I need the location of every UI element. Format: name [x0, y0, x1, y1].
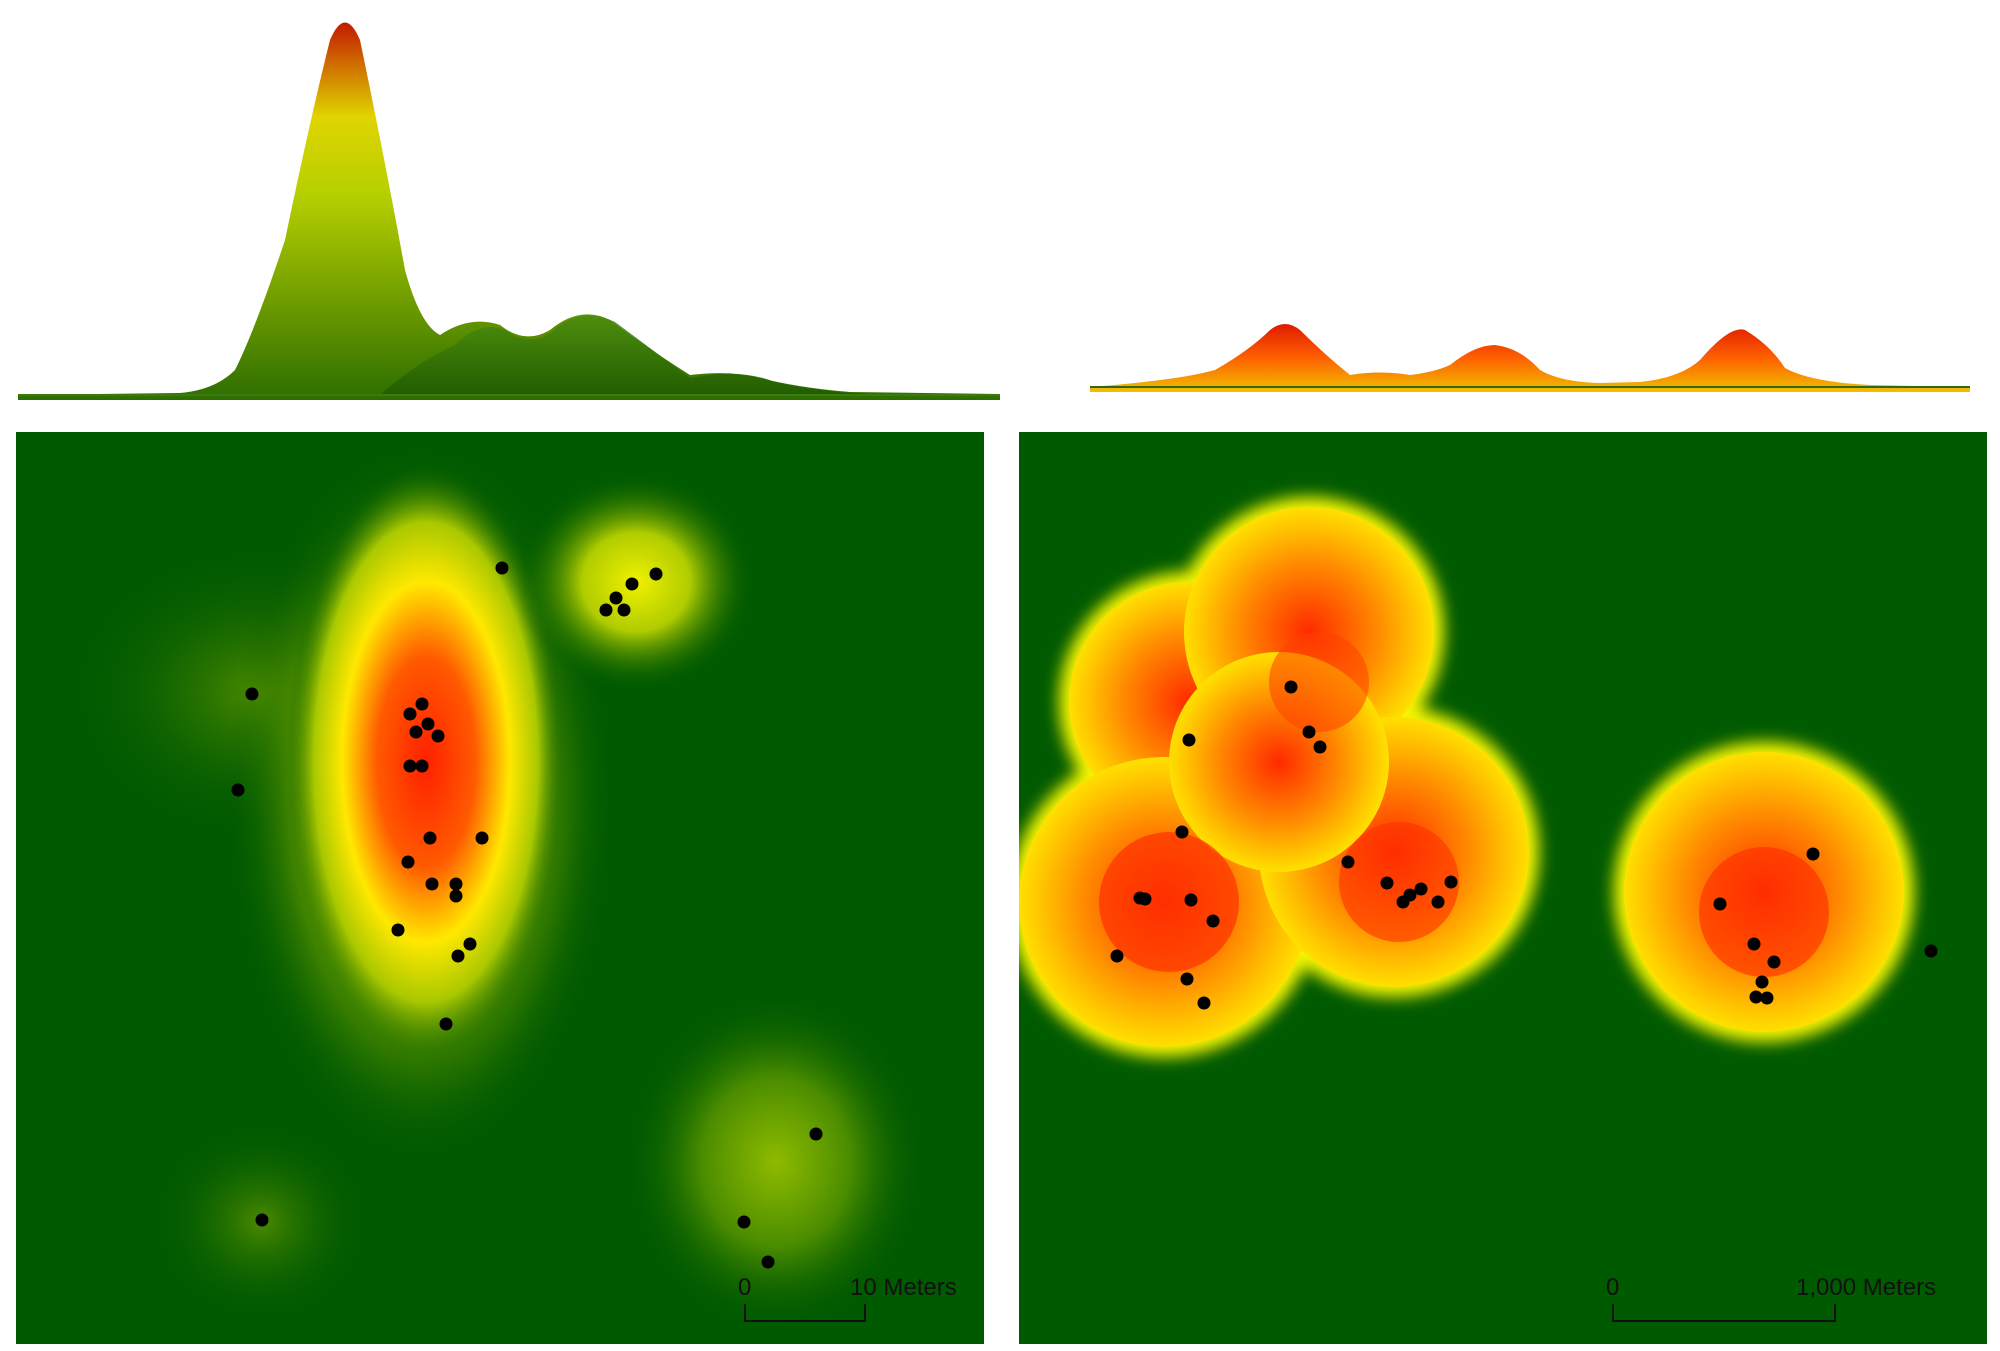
- left-map-point: [451, 949, 465, 963]
- scale-bar-left-end: 10 Meters: [850, 1274, 957, 1301]
- right-map-point: [1341, 855, 1355, 869]
- scale-bar-right-end: 1,000 Meters: [1796, 1274, 1937, 1301]
- right-map-point: [1396, 895, 1410, 909]
- right-map-point: [1284, 680, 1298, 694]
- left-map-point: [421, 717, 435, 731]
- left-map-point: [439, 1017, 453, 1031]
- left-map-point: [737, 1215, 751, 1229]
- left-map-point: [245, 687, 259, 701]
- left-map-point: [495, 561, 509, 575]
- left-map-point: [255, 1213, 269, 1227]
- right-map-point: [1180, 972, 1194, 986]
- left-map-point: [231, 783, 245, 797]
- left-map-point: [403, 759, 417, 773]
- profile-right-surface: [1090, 324, 1970, 392]
- profile-left-graphic: [18, 22, 1000, 400]
- right-map-point: [1197, 996, 1211, 1010]
- right-map-point: [1184, 893, 1198, 907]
- left-map-point: [649, 567, 663, 581]
- right-map-point: [1380, 876, 1394, 890]
- hotspot-left-southeast: [626, 992, 926, 1332]
- left-map-point: [617, 603, 631, 617]
- scale-bar-right-start: 0: [1606, 1274, 1620, 1301]
- right-map-point: [1444, 875, 1458, 889]
- right-map-point: [1302, 725, 1316, 739]
- right-map-point: [1713, 897, 1727, 911]
- right-map-point: [1206, 914, 1220, 928]
- right-map-point: [1760, 991, 1774, 1005]
- scale-bar-right: 0 1,000 Meters: [1606, 1274, 1946, 1334]
- left-map-point: [409, 725, 423, 739]
- right-map-point: [1806, 847, 1820, 861]
- density-profile-right: [1080, 0, 2000, 420]
- profile-left-lower-ridges: [380, 315, 870, 395]
- density-profile-left: [0, 0, 1000, 420]
- left-map-point: [449, 877, 463, 891]
- right-map-point: [1755, 975, 1769, 989]
- left-map-point: [625, 577, 639, 591]
- left-map-point: [403, 707, 417, 721]
- cluster-right-west: [1019, 507, 1529, 1047]
- right-map-point: [1924, 944, 1938, 958]
- left-map-point: [475, 831, 489, 845]
- left-map-point: [425, 877, 439, 891]
- density-map-left: [16, 432, 984, 1344]
- left-map-point: [391, 923, 405, 937]
- left-map-point: [423, 831, 437, 845]
- scale-bar-left: 0 10 Meters: [738, 1274, 968, 1334]
- left-map-point: [599, 603, 613, 617]
- left-map-point: [415, 697, 429, 711]
- right-map-point: [1749, 990, 1763, 1004]
- density-map-right: [1019, 432, 1987, 1344]
- right-map-point: [1414, 882, 1428, 896]
- cluster-right-east: [1624, 752, 1904, 1032]
- scale-bar-left-line: [744, 1304, 866, 1322]
- right-map-point: [1138, 892, 1152, 906]
- left-map-point: [401, 855, 415, 869]
- left-map-point: [463, 937, 477, 951]
- right-map-point: [1313, 740, 1327, 754]
- right-map-point: [1110, 949, 1124, 963]
- right-map-point: [1767, 955, 1781, 969]
- left-map-point: [415, 759, 429, 773]
- point-layer-right: [1110, 680, 1938, 1010]
- scale-bar-left-start: 0: [738, 1274, 752, 1301]
- right-map-point: [1182, 733, 1196, 747]
- map-right-graphic: [1019, 497, 1938, 1057]
- left-map-point: [609, 591, 623, 605]
- left-map-point: [761, 1255, 775, 1269]
- profile-left-surface: [18, 22, 1000, 400]
- map-left-graphic: [66, 442, 926, 1332]
- right-map-point: [1747, 937, 1761, 951]
- left-map-point: [431, 729, 445, 743]
- point-layer-left: [231, 561, 823, 1269]
- right-map-point: [1175, 825, 1189, 839]
- scale-bar-right-line: [1612, 1304, 1836, 1322]
- right-map-point: [1431, 895, 1445, 909]
- left-map-point: [449, 889, 463, 903]
- profile-right-graphic: [1090, 324, 1970, 392]
- left-map-point: [809, 1127, 823, 1141]
